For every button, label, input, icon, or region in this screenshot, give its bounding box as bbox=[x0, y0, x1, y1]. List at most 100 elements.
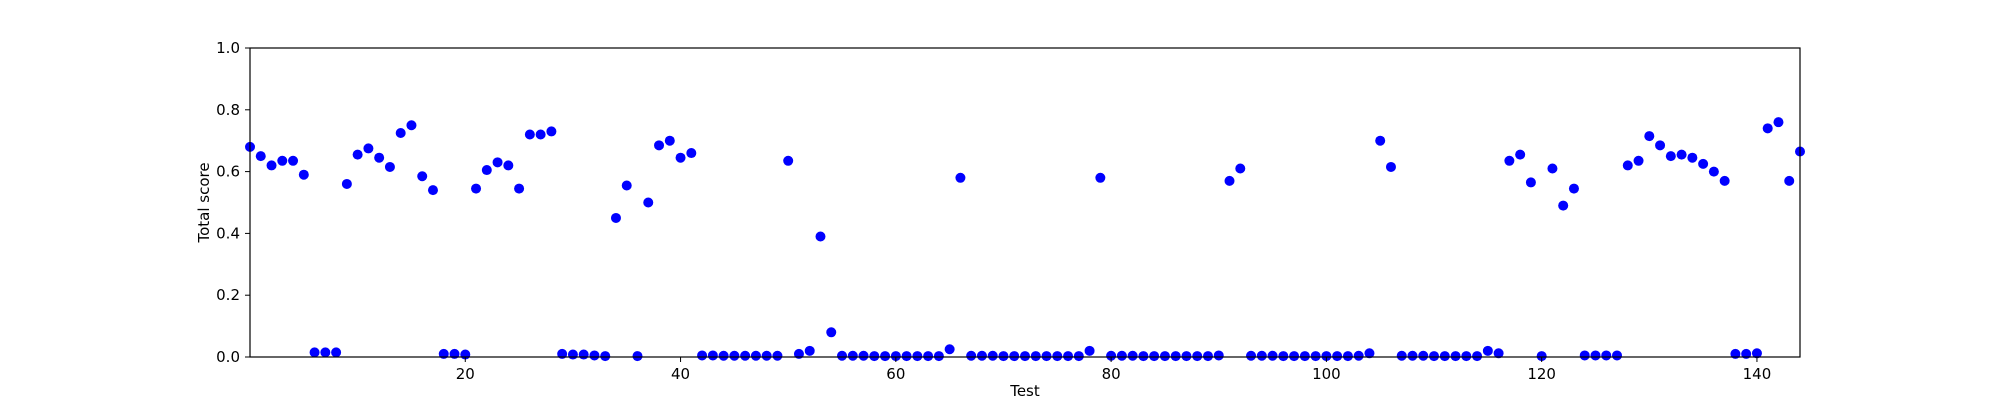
data-point bbox=[298, 169, 309, 180]
data-point bbox=[1676, 149, 1687, 160]
data-point bbox=[1106, 350, 1117, 361]
data-point bbox=[1461, 351, 1472, 362]
data-point bbox=[1127, 350, 1138, 361]
data-point bbox=[320, 347, 331, 358]
data-point bbox=[406, 120, 417, 131]
data-point bbox=[987, 350, 998, 361]
y-tick-label: 0.6 bbox=[216, 163, 240, 181]
data-point bbox=[1687, 152, 1698, 163]
data-point bbox=[331, 347, 342, 358]
y-tick-label: 1.0 bbox=[216, 39, 240, 57]
data-point bbox=[1138, 351, 1149, 362]
data-point bbox=[341, 178, 352, 189]
data-point bbox=[1181, 351, 1192, 362]
data-point bbox=[1536, 351, 1547, 362]
data-point bbox=[1493, 348, 1504, 359]
data-point bbox=[750, 350, 761, 361]
data-point bbox=[1784, 175, 1795, 186]
data-point bbox=[1030, 351, 1041, 362]
data-point bbox=[1364, 348, 1375, 359]
data-point bbox=[1063, 351, 1074, 362]
data-point bbox=[815, 231, 826, 242]
y-tick-label: 0.4 bbox=[216, 224, 240, 242]
data-point bbox=[761, 350, 772, 361]
data-point bbox=[1515, 149, 1526, 160]
data-point bbox=[524, 129, 535, 140]
data-point bbox=[621, 180, 632, 191]
data-point bbox=[1009, 351, 1020, 362]
data-point bbox=[1762, 123, 1773, 134]
data-point bbox=[1342, 351, 1353, 362]
data-point bbox=[944, 344, 955, 355]
data-point bbox=[1633, 155, 1644, 166]
data-point bbox=[309, 347, 320, 358]
data-point bbox=[514, 183, 525, 194]
x-axis-label: Test bbox=[1009, 382, 1040, 400]
data-point bbox=[718, 350, 729, 361]
data-point bbox=[890, 351, 901, 362]
data-point bbox=[1472, 351, 1483, 362]
x-tick-label: 60 bbox=[886, 365, 905, 383]
data-point bbox=[288, 155, 299, 166]
data-point bbox=[912, 351, 923, 362]
data-point bbox=[1385, 161, 1396, 172]
data-point bbox=[1665, 151, 1676, 162]
data-point bbox=[772, 350, 783, 361]
data-point bbox=[654, 140, 665, 151]
data-points bbox=[245, 117, 1805, 362]
data-point bbox=[1246, 350, 1257, 361]
data-point bbox=[255, 151, 266, 162]
x-tick-label: 100 bbox=[1312, 365, 1341, 383]
data-point bbox=[610, 212, 621, 223]
data-point bbox=[277, 155, 288, 166]
data-point bbox=[1450, 351, 1461, 362]
data-point bbox=[427, 185, 438, 196]
data-point bbox=[600, 351, 611, 362]
data-point bbox=[1084, 345, 1095, 356]
data-point bbox=[266, 160, 277, 171]
data-point bbox=[1278, 351, 1289, 362]
data-point bbox=[471, 183, 482, 194]
data-point bbox=[1612, 350, 1623, 361]
data-point bbox=[675, 152, 686, 163]
data-point bbox=[858, 350, 869, 361]
plot-background bbox=[250, 48, 1800, 357]
data-point bbox=[546, 126, 557, 137]
x-tick-label: 80 bbox=[1102, 365, 1121, 383]
data-point bbox=[1256, 350, 1267, 361]
data-point bbox=[1267, 350, 1278, 361]
data-point bbox=[492, 157, 503, 168]
data-point bbox=[1504, 155, 1515, 166]
data-point bbox=[1289, 351, 1300, 362]
data-point bbox=[1332, 351, 1343, 362]
data-point bbox=[1579, 350, 1590, 361]
data-point bbox=[1224, 175, 1235, 186]
data-point bbox=[697, 350, 708, 361]
data-point bbox=[869, 351, 880, 362]
x-tick-label: 120 bbox=[1527, 365, 1556, 383]
data-point bbox=[923, 351, 934, 362]
data-point bbox=[1192, 351, 1203, 362]
data-point bbox=[395, 127, 406, 138]
data-point bbox=[1041, 351, 1052, 362]
data-point bbox=[783, 155, 794, 166]
data-point bbox=[1073, 351, 1084, 362]
data-point bbox=[880, 351, 891, 362]
data-point bbox=[1321, 351, 1332, 362]
x-tick-label: 20 bbox=[456, 365, 475, 383]
data-point bbox=[804, 345, 815, 356]
data-point bbox=[901, 351, 912, 362]
data-point bbox=[384, 161, 395, 172]
data-point bbox=[1310, 351, 1321, 362]
data-point bbox=[1116, 350, 1127, 361]
data-point bbox=[1590, 350, 1601, 361]
data-point bbox=[374, 152, 385, 163]
data-point bbox=[1601, 350, 1612, 361]
data-point bbox=[826, 327, 837, 338]
data-point bbox=[1698, 158, 1709, 169]
data-point bbox=[966, 350, 977, 361]
data-point bbox=[1439, 351, 1450, 362]
data-point bbox=[481, 165, 492, 176]
data-point bbox=[589, 350, 600, 361]
data-point bbox=[567, 349, 578, 360]
